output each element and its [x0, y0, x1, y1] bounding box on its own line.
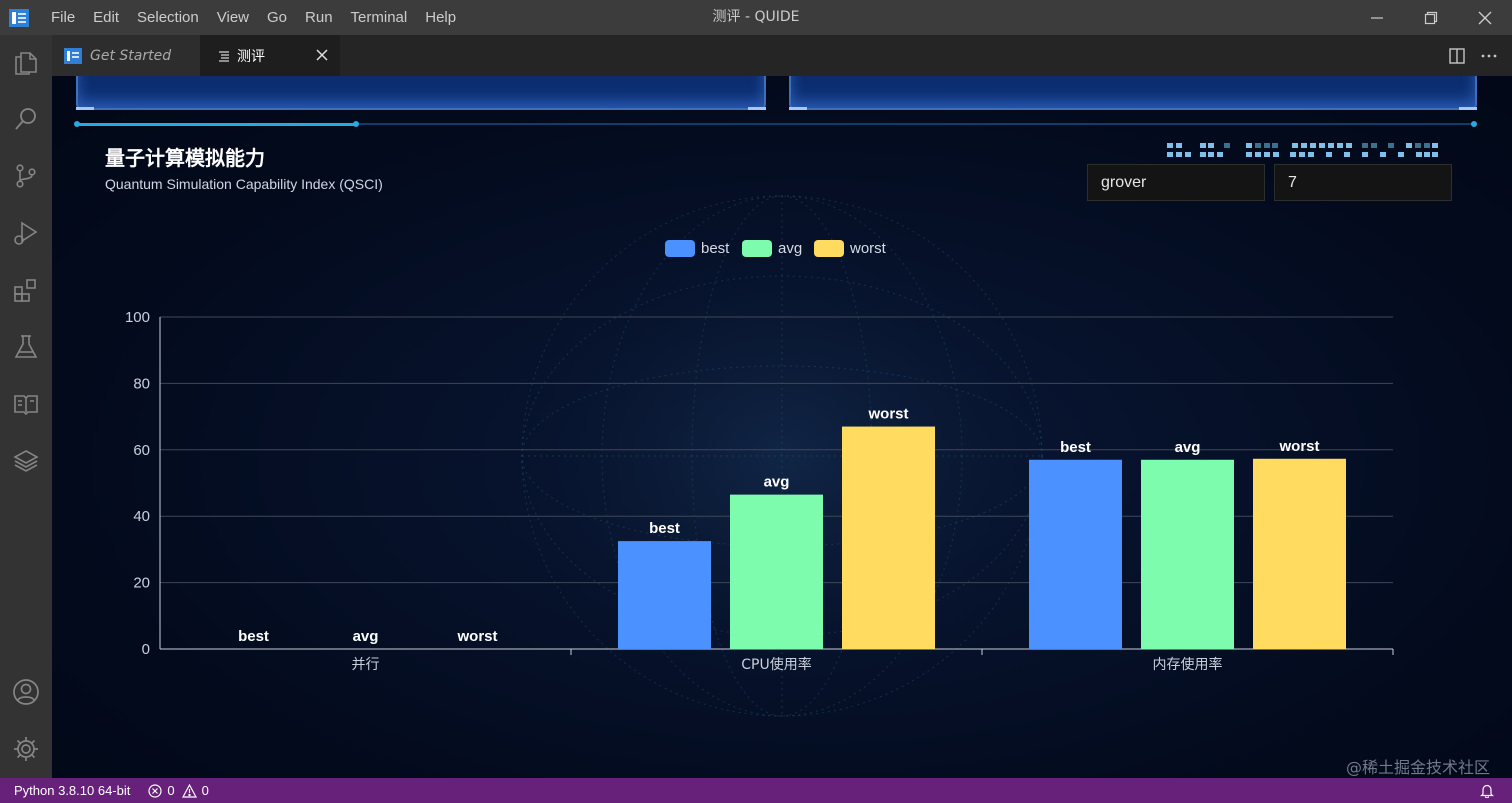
extensions-icon[interactable] — [0, 266, 52, 314]
data-label-best: best — [1060, 439, 1091, 456]
bar-best — [618, 541, 711, 649]
editor-tab-bar: Get Started 测评 — [52, 35, 1512, 76]
y-tick-label: 60 — [133, 442, 150, 459]
legend-swatch-best — [665, 240, 695, 257]
y-tick-label: 40 — [133, 508, 150, 525]
divider-dot — [74, 121, 80, 127]
y-tick-label: 20 — [133, 575, 150, 592]
tab-label: 测评 — [237, 48, 265, 65]
bar-worst — [1253, 458, 1346, 649]
explorer-icon[interactable] — [0, 39, 52, 87]
tab-evaluation[interactable]: 测评 — [200, 35, 340, 76]
settings-gear-icon[interactable] — [0, 725, 52, 773]
data-label-avg: avg — [353, 628, 379, 645]
qsci-bar-chart: best avg worst 0 20 40 60 80 100 并行 best avg worst CP… — [125, 240, 1394, 673]
x-tick-label: CPU使用率 — [741, 656, 811, 673]
run-debug-icon[interactable] — [0, 209, 52, 257]
menu-edit[interactable]: Edit — [93, 9, 120, 26]
bar-worst — [842, 426, 935, 649]
y-tick-label: 100 — [125, 309, 150, 326]
data-label-worst: worst — [456, 628, 497, 645]
algorithm-select[interactable]: grover — [1087, 164, 1265, 201]
python-interpreter[interactable]: Python 3.8.10 64-bit — [14, 783, 130, 798]
more-actions-icon[interactable] — [1480, 47, 1498, 65]
decorative-dots — [1167, 143, 1438, 157]
error-count: 0 — [167, 783, 175, 798]
testing-icon[interactable] — [0, 323, 52, 371]
section-divider-highlight — [76, 123, 356, 126]
warning-icon — [181, 783, 197, 798]
get-started-icon — [64, 47, 82, 64]
x-tick-label: 内存使用率 — [1153, 656, 1223, 673]
y-tick-label: 0 — [142, 641, 150, 658]
activity-bar — [0, 35, 52, 778]
source-control-icon[interactable] — [0, 152, 52, 200]
watermark: @稀土掘金技术社区 — [1345, 758, 1490, 777]
book-icon[interactable] — [0, 380, 52, 428]
evaluation-panel: 量子计算模拟能力 Quantum Simulation Capability I… — [52, 76, 1512, 778]
data-label-worst: worst — [1278, 438, 1319, 455]
restore-icon — [1424, 11, 1438, 24]
menu-go[interactable]: Go — [267, 9, 288, 26]
tab-label: Get Started — [90, 47, 172, 64]
app-logo-icon — [9, 8, 29, 27]
legend-swatch-worst — [814, 240, 844, 257]
data-label-best: best — [649, 520, 680, 537]
legend-label-best: best — [701, 240, 730, 257]
close-window-button[interactable] — [1458, 0, 1512, 35]
section-title: 量子计算模拟能力 — [105, 146, 265, 170]
status-bar: Python 3.8.10 64-bit 0 0 — [0, 778, 1512, 803]
title-bar: File Edit Selection View Go Run Terminal… — [0, 0, 1512, 35]
editor-actions — [1448, 35, 1498, 76]
account-icon[interactable] — [0, 668, 52, 716]
restore-button[interactable] — [1404, 0, 1458, 35]
data-label-avg: avg — [1175, 439, 1201, 456]
divider-dot — [1471, 121, 1477, 127]
x-tick-label: 并行 — [352, 657, 380, 673]
layers-icon[interactable] — [0, 437, 52, 485]
tab-close-icon[interactable] — [314, 47, 330, 63]
data-label-avg: avg — [764, 474, 790, 491]
tab-get-started[interactable]: Get Started — [52, 35, 200, 76]
menu-view[interactable]: View — [216, 9, 249, 26]
minimize-icon — [1371, 16, 1383, 19]
menu-file[interactable]: File — [51, 9, 76, 26]
window-controls — [1350, 0, 1512, 35]
python-version: Python 3.8.10 64-bit — [14, 783, 131, 798]
split-editor-icon[interactable] — [1448, 47, 1466, 65]
divider-dot — [353, 121, 359, 127]
top-panel-left — [76, 76, 766, 110]
bar-best — [1029, 459, 1122, 649]
menu-bar: File Edit Selection View Go Run Terminal… — [42, 0, 465, 35]
data-label-best: best — [238, 628, 269, 645]
bar-avg — [730, 494, 823, 649]
legend-label-worst: worst — [849, 240, 887, 257]
data-label-worst: worst — [867, 406, 908, 423]
top-panel-right — [789, 76, 1477, 110]
preview-icon — [219, 50, 229, 62]
section-divider — [76, 123, 1476, 125]
search-icon[interactable] — [0, 95, 52, 143]
notification-bell-icon[interactable] — [1480, 783, 1494, 798]
menu-selection[interactable]: Selection — [137, 9, 199, 26]
y-tick-label: 80 — [133, 375, 150, 392]
section-subtitle: Quantum Simulation Capability Index (QSC… — [105, 176, 383, 192]
legend-label-avg: avg — [778, 240, 802, 257]
legend-swatch-avg — [742, 240, 772, 257]
close-icon — [1478, 11, 1492, 24]
menu-terminal[interactable]: Terminal — [350, 9, 408, 26]
problems-indicator[interactable]: 0 0 — [148, 783, 209, 798]
minimize-button[interactable] — [1350, 0, 1404, 35]
qubit-count-input[interactable]: 7 — [1274, 164, 1452, 201]
bar-avg — [1141, 459, 1234, 649]
menu-help[interactable]: Help — [425, 9, 457, 26]
warning-count: 0 — [201, 783, 209, 798]
menu-run[interactable]: Run — [305, 9, 333, 26]
error-icon — [148, 783, 162, 798]
